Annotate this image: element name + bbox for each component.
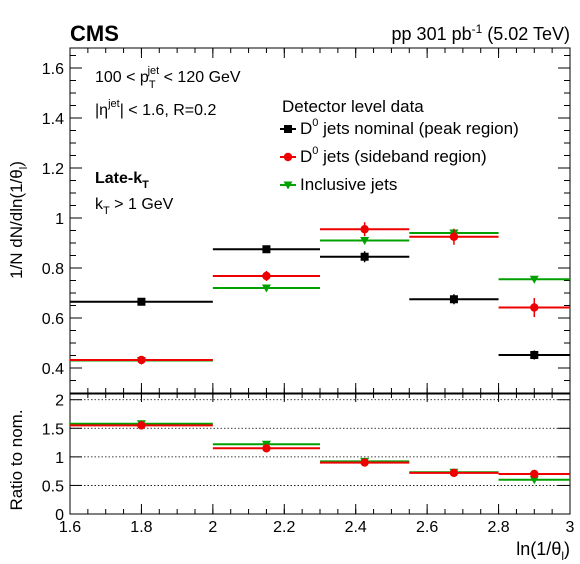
data-point xyxy=(360,252,369,261)
eta-cut-label: |ηjet| < 1.6, R=0.2 xyxy=(95,98,216,119)
ratio-tick-label: 2 xyxy=(55,393,64,410)
ratio-series-group xyxy=(70,420,570,485)
y-tick-label: 1.2 xyxy=(42,161,64,178)
data-point xyxy=(137,421,146,430)
y-tick-label: 0.8 xyxy=(42,261,64,278)
data-point xyxy=(530,303,539,312)
data-point xyxy=(449,232,459,241)
y-tick-label: 1.4 xyxy=(42,111,64,128)
x-tick-label: 2 xyxy=(208,519,217,536)
x-tick-label: 2.6 xyxy=(416,519,438,536)
legend-entry: Inclusive jets xyxy=(280,175,397,194)
legend: D0 jets nominal (peak region) D0 jets (si… xyxy=(280,117,519,194)
data-point xyxy=(449,295,458,304)
legend-marker xyxy=(284,125,292,133)
x-tick-label: 1.6 xyxy=(59,519,81,536)
data-point xyxy=(529,275,539,284)
legend-entry: D0 jets (sideband region) xyxy=(280,145,487,166)
legend-label: Inclusive jets xyxy=(300,175,397,194)
data-point xyxy=(530,351,539,359)
y-axis-label-main: 1/N dN/dln(1/θl) xyxy=(7,161,30,279)
data-point xyxy=(360,225,369,234)
data-point xyxy=(137,355,146,365)
legend-label: D0 jets nominal (peak region) xyxy=(300,117,519,138)
x-axis-label: ln(1/θl) xyxy=(516,539,570,563)
pt-cut-label: 100 < pTjet < 120 GeV xyxy=(95,65,241,91)
kt-cut-label: kT > 1 GeV xyxy=(95,196,174,217)
algo-label: Late-kT xyxy=(95,170,149,191)
ratio-y-ticks: 0 0.5 1 1.5 2 xyxy=(42,393,570,524)
main-y-ticks: 0.4 0.6 0.8 1 1.2 1.4 1.6 xyxy=(42,55,570,381)
y-tick-label: 0.4 xyxy=(42,361,64,378)
legend-marker xyxy=(283,181,293,190)
ratio-panel-frame xyxy=(69,393,571,515)
experiment-label: CMS xyxy=(70,21,119,46)
data-point xyxy=(530,469,539,479)
x-tick-label: 2.2 xyxy=(273,519,295,536)
ratio-tick-label: 0 xyxy=(55,507,64,524)
legend-marker xyxy=(283,152,293,162)
data-point xyxy=(261,284,271,293)
y-tick-label: 1 xyxy=(55,211,64,228)
legend-header: Detector level data xyxy=(282,97,424,116)
data-point xyxy=(529,476,539,485)
main-series-group xyxy=(70,222,570,365)
ratio-tick-label: 0.5 xyxy=(42,478,64,495)
data-point xyxy=(360,458,369,467)
y-axis-label-ratio: Ratio to nom. xyxy=(7,409,26,510)
x-tick-label: 2.4 xyxy=(345,519,367,536)
x-tick-label: 2.8 xyxy=(487,519,509,536)
beam-info: pp 301 pb-1 (5.02 TeV) xyxy=(392,22,570,44)
y-tick-label: 0.6 xyxy=(42,311,64,328)
legend-entry: D0 jets nominal (peak region) xyxy=(280,117,519,138)
ratio-tick-label: 1.5 xyxy=(42,421,64,438)
x-tick-label: 1.8 xyxy=(130,519,152,536)
data-point xyxy=(360,237,370,245)
x-ticks: 1.6 1.8 2 2.2 2.4 2.6 2.8 3 xyxy=(59,48,575,536)
data-point xyxy=(449,468,459,478)
legend-label: D0 jets (sideband region) xyxy=(300,145,487,166)
data-point xyxy=(137,297,146,306)
ratio-reference-lines xyxy=(70,399,570,486)
data-point xyxy=(262,245,271,254)
x-tick-label: 3 xyxy=(566,519,575,536)
data-point xyxy=(262,271,271,281)
ratio-tick-label: 1 xyxy=(55,450,64,467)
data-point xyxy=(262,444,271,453)
y-tick-label: 1.6 xyxy=(42,61,64,78)
